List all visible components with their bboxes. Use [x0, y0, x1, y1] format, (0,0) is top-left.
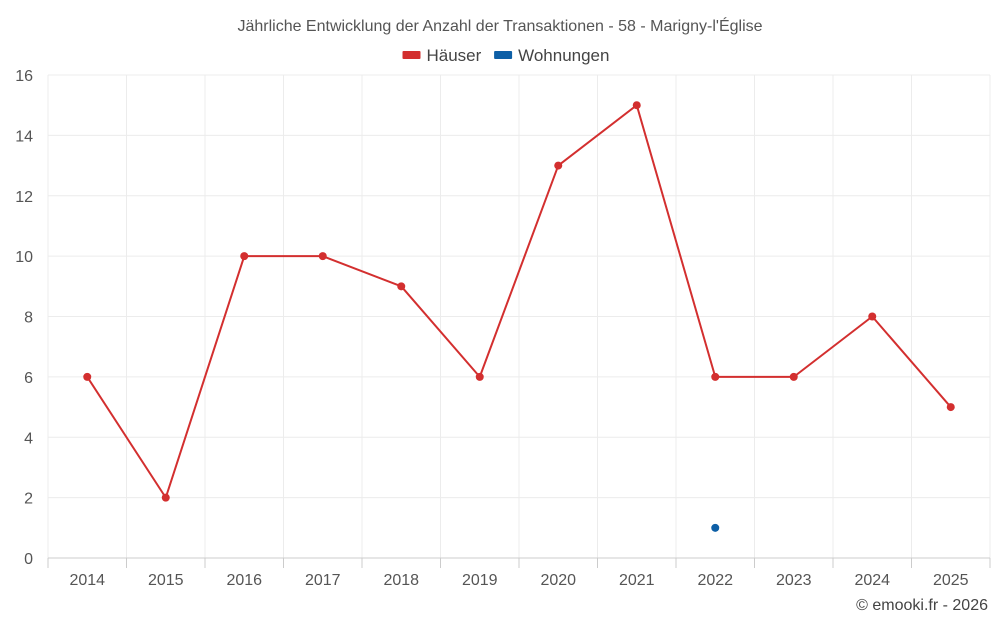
- legend-swatch-wohnungen: [494, 51, 513, 59]
- y-tick-label: 10: [15, 249, 33, 266]
- data-point-h-user: [789, 372, 798, 381]
- legend-label-h-user: Häuser: [427, 46, 482, 65]
- y-tick-label: 4: [24, 430, 33, 447]
- x-tick-label: 2025: [933, 572, 969, 589]
- credit-text: © emooki.fr - 2026: [856, 597, 988, 614]
- data-point-h-user: [554, 161, 563, 170]
- data-point-h-user: [83, 372, 92, 381]
- x-tick-label: 2017: [305, 572, 341, 589]
- y-tick-label: 0: [24, 551, 33, 568]
- y-tick-label: 8: [24, 310, 33, 327]
- data-point-h-user: [397, 282, 406, 291]
- y-tick-label: 12: [15, 189, 33, 206]
- legend-label-wohnungen: Wohnungen: [518, 46, 609, 65]
- grid-lines: [47, 74, 991, 558]
- x-tick-label: 2014: [69, 572, 105, 589]
- series-line-h-user: [86, 104, 952, 499]
- legend: Häuser Wohnungen: [402, 46, 609, 65]
- y-tick-label: 6: [24, 370, 33, 387]
- series-layer: [83, 101, 955, 532]
- data-point-h-user: [868, 312, 877, 321]
- legend-swatch-h-user: [402, 51, 421, 59]
- data-point-h-user: [240, 252, 249, 261]
- x-tick-label: 2022: [697, 572, 733, 589]
- axes: 0 2 4 6 8 10 12 14 16 2014 2015 2016 2017 2018 2019 202…: [15, 68, 991, 589]
- data-point-h-user: [946, 403, 955, 412]
- x-tick-label: 2015: [148, 572, 184, 589]
- x-tick-label: 2016: [226, 572, 262, 589]
- data-point-h-user: [318, 252, 327, 261]
- y-tick-label: 2: [24, 491, 33, 508]
- chart-title: Jährliche Entwicklung der Anzahl der Tra…: [237, 16, 762, 35]
- data-point-h-user: [475, 372, 484, 381]
- x-tick-label: 2019: [462, 572, 498, 589]
- y-tick-label: 14: [15, 128, 33, 145]
- x-tick-label: 2023: [776, 572, 812, 589]
- x-tick-label: 2020: [540, 572, 576, 589]
- data-point-h-user: [711, 372, 720, 381]
- x-tick-label: 2021: [619, 572, 655, 589]
- x-tick-label: 2024: [854, 572, 890, 589]
- y-tick-label: 16: [15, 68, 33, 85]
- x-tick-label: 2018: [383, 572, 419, 589]
- data-point-h-user: [632, 101, 641, 110]
- data-point-h-user: [161, 493, 170, 502]
- data-point-wohnungen: [711, 523, 720, 532]
